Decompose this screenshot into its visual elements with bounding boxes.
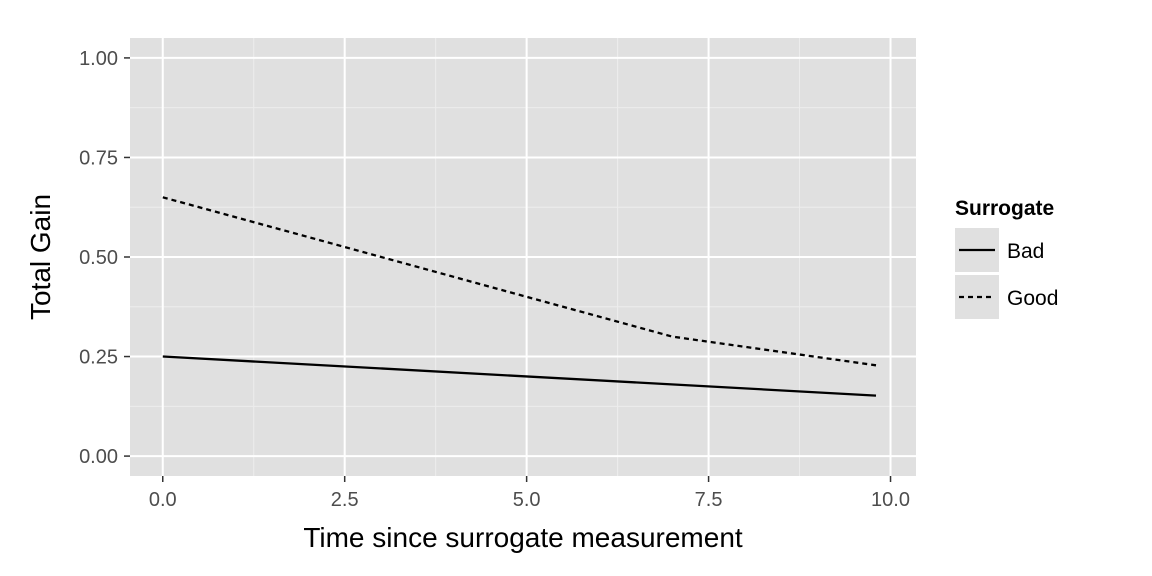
y-tick-label: 0.75	[79, 147, 118, 169]
legend-items: Bad Good	[955, 228, 1058, 319]
x-axis: 0.0 2.5 5.0 7.5 10.0	[149, 476, 910, 511]
y-axis: 0.00 0.25 0.50 0.75 1.00	[79, 48, 130, 468]
series-lines	[162, 196, 877, 397]
major-gridlines	[130, 38, 916, 476]
series-line-bad	[162, 355, 877, 397]
x-tick-label: 7.5	[695, 489, 723, 511]
y-axis-title: Total Gain	[25, 194, 56, 320]
legend: Surrogate Bad Good	[955, 197, 1058, 319]
x-tick-label: 10.0	[871, 489, 910, 511]
series-line-good	[162, 196, 877, 367]
x-axis-title: Time since surrogate measurement	[303, 522, 743, 553]
y-tick-label: 1.00	[79, 48, 118, 70]
y-tick-label: 0.25	[79, 347, 118, 369]
x-tick-label: 5.0	[513, 489, 541, 511]
legend-label-good: Good	[1007, 287, 1058, 310]
x-tick-label: 2.5	[331, 489, 359, 511]
legend-title: Surrogate	[955, 197, 1054, 220]
y-tick-label: 0.00	[79, 446, 118, 468]
x-tick-label: 0.0	[149, 489, 177, 511]
legend-label-bad: Bad	[1007, 240, 1044, 263]
y-tick-label: 0.50	[79, 247, 118, 269]
